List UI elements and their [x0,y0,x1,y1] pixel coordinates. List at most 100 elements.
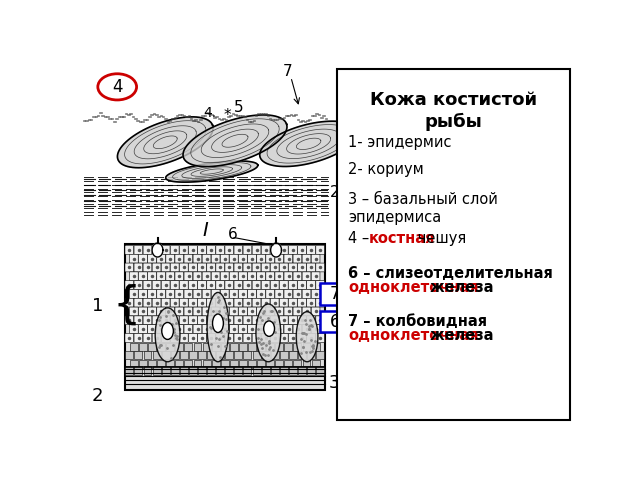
FancyBboxPatch shape [234,366,243,375]
FancyBboxPatch shape [243,316,252,324]
Text: 7: 7 [330,285,340,303]
FancyBboxPatch shape [293,272,302,281]
FancyBboxPatch shape [234,316,243,324]
FancyBboxPatch shape [280,263,288,272]
FancyBboxPatch shape [189,316,197,324]
FancyBboxPatch shape [211,307,220,316]
FancyBboxPatch shape [253,366,260,375]
FancyBboxPatch shape [257,254,266,263]
FancyBboxPatch shape [230,289,238,298]
FancyBboxPatch shape [261,298,270,307]
FancyBboxPatch shape [271,351,278,360]
FancyBboxPatch shape [139,360,147,368]
FancyBboxPatch shape [312,360,319,368]
FancyBboxPatch shape [134,298,143,307]
FancyBboxPatch shape [84,61,330,223]
FancyBboxPatch shape [130,360,138,368]
FancyBboxPatch shape [270,281,279,289]
FancyBboxPatch shape [252,334,261,342]
FancyBboxPatch shape [161,316,170,324]
FancyBboxPatch shape [248,343,256,351]
FancyBboxPatch shape [243,263,252,272]
FancyBboxPatch shape [148,272,156,281]
FancyBboxPatch shape [298,334,307,342]
FancyBboxPatch shape [316,281,324,289]
Text: 2: 2 [92,387,104,406]
FancyBboxPatch shape [157,307,166,316]
FancyBboxPatch shape [280,316,288,324]
FancyBboxPatch shape [212,343,220,351]
FancyBboxPatch shape [216,298,225,307]
FancyBboxPatch shape [207,316,216,324]
FancyBboxPatch shape [162,366,170,375]
FancyBboxPatch shape [216,316,225,324]
Text: 1: 1 [92,297,104,314]
FancyBboxPatch shape [134,366,142,375]
FancyBboxPatch shape [193,324,202,334]
FancyBboxPatch shape [170,298,179,307]
FancyBboxPatch shape [225,334,234,342]
FancyBboxPatch shape [316,316,324,324]
FancyBboxPatch shape [157,254,166,263]
FancyBboxPatch shape [193,360,202,368]
FancyBboxPatch shape [257,324,266,334]
FancyBboxPatch shape [143,298,152,307]
FancyBboxPatch shape [257,272,266,281]
Text: одноклеточная: одноклеточная [348,328,479,344]
FancyBboxPatch shape [225,351,233,360]
FancyBboxPatch shape [139,254,147,263]
FancyBboxPatch shape [161,334,170,342]
FancyBboxPatch shape [189,334,197,342]
FancyBboxPatch shape [307,263,316,272]
FancyBboxPatch shape [316,366,324,375]
FancyBboxPatch shape [180,366,188,375]
FancyBboxPatch shape [211,254,220,263]
FancyBboxPatch shape [307,245,316,254]
FancyBboxPatch shape [307,351,315,360]
FancyBboxPatch shape [166,307,175,316]
FancyBboxPatch shape [262,351,269,360]
FancyBboxPatch shape [125,334,134,342]
FancyBboxPatch shape [189,351,197,360]
FancyBboxPatch shape [239,324,247,334]
FancyBboxPatch shape [171,351,179,360]
FancyBboxPatch shape [280,298,288,307]
FancyBboxPatch shape [234,334,243,342]
FancyBboxPatch shape [157,289,166,298]
FancyBboxPatch shape [230,360,238,368]
FancyBboxPatch shape [129,307,138,316]
FancyBboxPatch shape [125,298,134,307]
FancyBboxPatch shape [175,360,183,368]
FancyBboxPatch shape [193,272,202,281]
FancyBboxPatch shape [257,343,265,351]
FancyBboxPatch shape [293,254,302,263]
FancyBboxPatch shape [284,343,292,351]
FancyBboxPatch shape [266,324,275,334]
FancyBboxPatch shape [298,351,306,360]
FancyBboxPatch shape [125,245,134,254]
FancyBboxPatch shape [216,263,225,272]
FancyBboxPatch shape [257,307,266,316]
FancyBboxPatch shape [179,245,188,254]
FancyBboxPatch shape [125,351,133,360]
FancyBboxPatch shape [261,316,270,324]
FancyBboxPatch shape [311,307,320,316]
FancyBboxPatch shape [139,343,147,351]
Ellipse shape [256,304,281,362]
Text: 6: 6 [228,227,237,242]
FancyBboxPatch shape [280,351,288,360]
FancyBboxPatch shape [193,343,202,351]
FancyBboxPatch shape [316,298,324,307]
FancyBboxPatch shape [302,254,311,263]
FancyBboxPatch shape [157,360,165,368]
FancyBboxPatch shape [125,366,133,375]
FancyBboxPatch shape [239,272,247,281]
FancyBboxPatch shape [125,281,134,289]
FancyBboxPatch shape [293,307,302,316]
FancyBboxPatch shape [220,324,229,334]
FancyBboxPatch shape [248,272,257,281]
FancyBboxPatch shape [198,334,206,342]
FancyBboxPatch shape [239,254,247,263]
FancyBboxPatch shape [161,281,170,289]
FancyBboxPatch shape [289,281,297,289]
